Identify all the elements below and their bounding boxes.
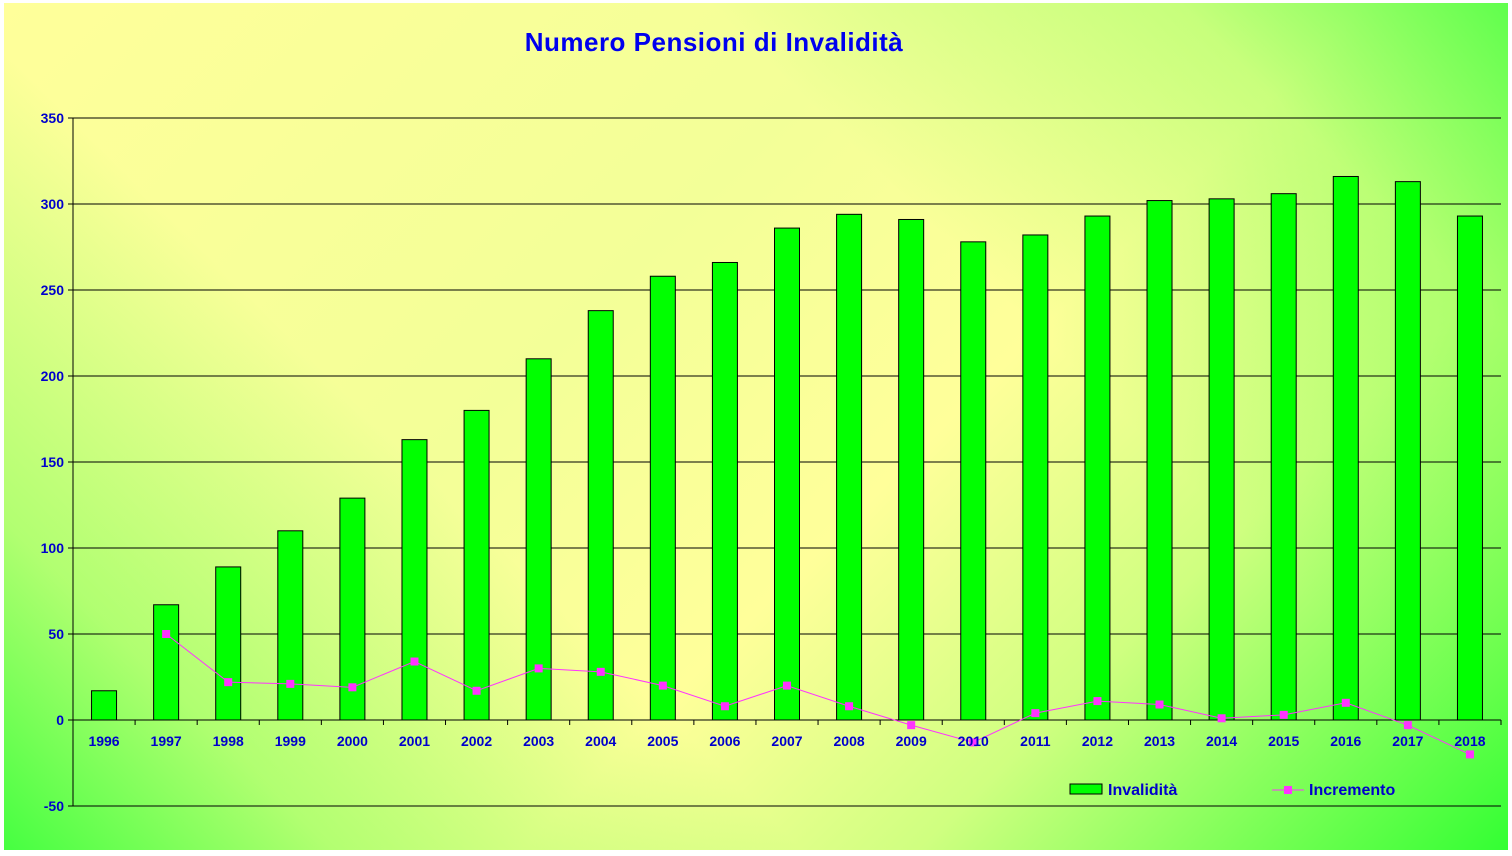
point-incremento [969, 738, 978, 747]
bars-invalidita [91, 175, 1483, 721]
y-tick-label: 150 [41, 454, 65, 470]
point-incremento [348, 683, 357, 692]
chart-title: Numero Pensioni di Invalidità [524, 27, 904, 57]
x-tick-label: 2008 [834, 733, 865, 749]
x-tick-label: 2015 [1268, 733, 1299, 749]
bar-invalidita [401, 439, 428, 721]
x-tick-label: 2005 [647, 733, 678, 749]
bar-invalidita [1208, 198, 1235, 721]
y-tick-label: 50 [48, 626, 64, 642]
x-tick-label: 2007 [771, 733, 802, 749]
bar-invalidita [1146, 200, 1173, 721]
x-tick-label: 1997 [151, 733, 182, 749]
point-incremento [472, 686, 481, 695]
y-tick-label: 0 [56, 712, 64, 728]
legend-label-incremento: Incremento [1309, 782, 1395, 799]
point-incremento [286, 679, 295, 688]
x-tick-label: 2004 [585, 733, 616, 749]
x-tick-label: 2000 [337, 733, 368, 749]
legend: Invalidità Incremento [1069, 782, 1395, 799]
point-incremento [534, 664, 543, 673]
bar-invalidita [898, 218, 925, 721]
y-tick-label: 100 [41, 540, 65, 556]
bar-invalidita [1394, 181, 1421, 721]
point-incremento [1279, 710, 1288, 719]
x-tick-label: 2009 [896, 733, 927, 749]
bar-invalidita [1084, 215, 1111, 721]
bar-invalidita [711, 261, 738, 721]
point-incremento [1093, 697, 1102, 706]
x-tick-label: 1998 [213, 733, 244, 749]
point-incremento [1217, 714, 1226, 723]
bar-invalidita [215, 566, 242, 721]
point-incremento [1031, 709, 1040, 718]
x-tick-label: 2014 [1206, 733, 1237, 749]
x-tick-label: 2006 [709, 733, 740, 749]
point-incremento [224, 678, 233, 687]
y-tick-label: 300 [41, 196, 65, 212]
y-tick-label: -50 [44, 798, 64, 814]
x-tick-label: 2010 [958, 733, 989, 749]
point-incremento [1155, 700, 1164, 709]
point-incremento [1403, 721, 1412, 730]
x-tick-label: 2012 [1082, 733, 1113, 749]
bar-invalidita [587, 310, 614, 721]
point-incremento [1465, 750, 1474, 759]
bar-invalidita [91, 690, 118, 721]
legend-swatch-invalidita [1069, 783, 1103, 795]
legend-marker-incremento [1284, 786, 1292, 794]
tick-labels: -50 0 50 100 150 200 250 300 350 1996 1997 1998 1999… [41, 110, 1486, 814]
bar-invalidita [960, 241, 987, 721]
bar-invalidita [277, 530, 304, 721]
bar-invalidita [836, 213, 863, 721]
line-incremento [162, 630, 1474, 759]
x-tick-label: 2016 [1330, 733, 1361, 749]
bar-invalidita [1270, 193, 1297, 721]
x-tick-label: 1996 [88, 733, 119, 749]
bar-invalidita [649, 275, 676, 721]
point-incremento [720, 702, 729, 711]
y-tick-label: 250 [41, 282, 65, 298]
point-incremento [845, 702, 854, 711]
x-tick-label: 2018 [1454, 733, 1485, 749]
x-tick-label: 2017 [1392, 733, 1423, 749]
chart-background [4, 3, 1508, 850]
x-tick-label: 2013 [1144, 733, 1175, 749]
bar-invalidita [463, 409, 490, 721]
x-tick-label: 2001 [399, 733, 430, 749]
bar-invalidita [525, 358, 552, 721]
point-incremento [783, 681, 791, 690]
point-incremento [658, 681, 667, 690]
chart-plot: -50 0 50 100 150 200 250 300 350 1996 1997 1998 1999… [41, 110, 1502, 814]
bar-invalidita [339, 497, 366, 721]
bar-invalidita [1022, 234, 1049, 721]
point-incremento [1341, 698, 1350, 707]
bar-invalidita [1332, 175, 1359, 721]
chart-area: Numero Pensioni di Invalidità -50 0 50 100 1… [4, 3, 1508, 850]
x-tick-label: 2003 [523, 733, 554, 749]
point-incremento [907, 721, 916, 730]
axes [68, 117, 1502, 807]
legend-label-invalidita: Invalidità [1108, 782, 1177, 799]
x-tick-label: 1999 [275, 733, 306, 749]
point-incremento [410, 657, 419, 666]
y-tick-label: 200 [41, 368, 65, 384]
point-incremento [596, 667, 605, 676]
bar-invalidita [153, 604, 180, 721]
x-tick-label: 2002 [461, 733, 492, 749]
line-incremento-path [165, 633, 1471, 755]
y-tick-label: 350 [41, 110, 65, 126]
bar-invalidita [774, 227, 800, 721]
point-incremento [162, 630, 171, 638]
x-tick-label: 2011 [1020, 733, 1051, 749]
bar-invalidita [1456, 215, 1483, 721]
